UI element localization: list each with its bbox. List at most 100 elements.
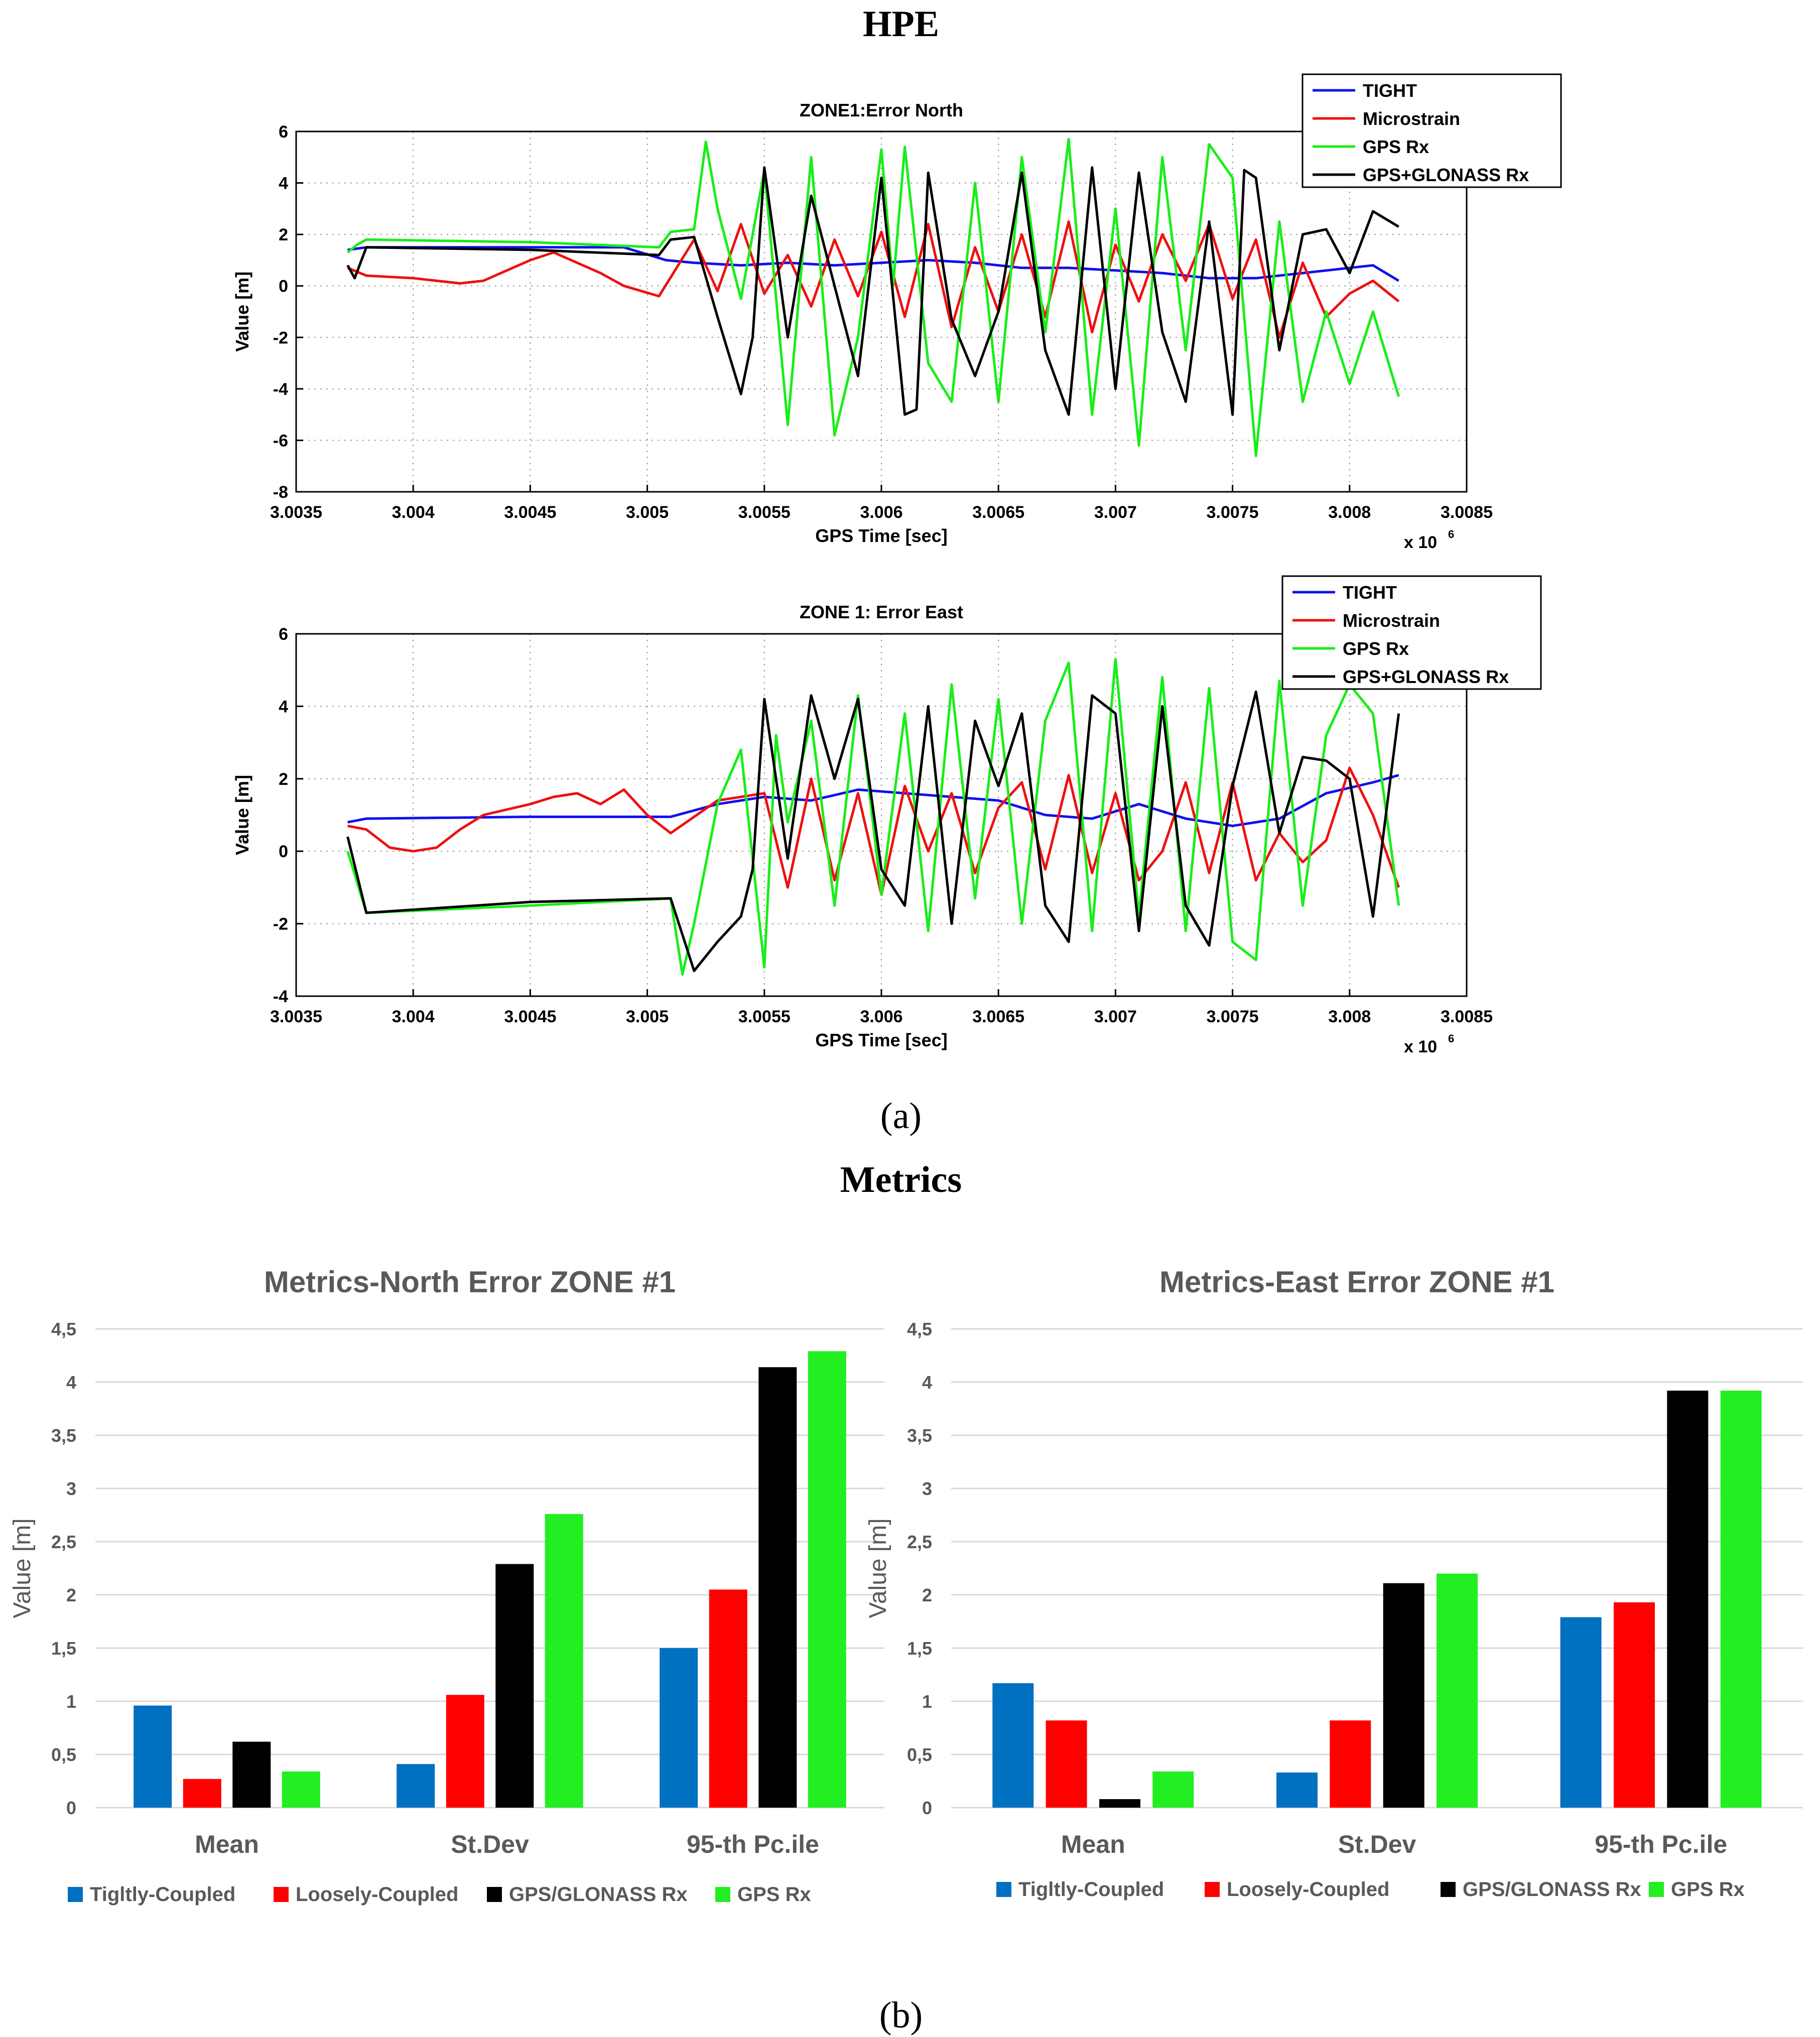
x-tick-label: 3.007 bbox=[1094, 503, 1137, 522]
y-tick-label: 4,5 bbox=[51, 1319, 76, 1339]
x-tick-label: 3.0075 bbox=[1207, 1007, 1259, 1026]
x-tick-label: 3.008 bbox=[1328, 503, 1371, 522]
section-a-title: HPE bbox=[863, 4, 939, 45]
bar-gps-glonass-rx bbox=[232, 1741, 271, 1808]
bar-gps-rx bbox=[1720, 1391, 1762, 1808]
legend-label: GPS+GLONASS Rx bbox=[1343, 666, 1509, 687]
bar-gps-glonass-rx bbox=[1667, 1391, 1709, 1808]
bar-loosely-coupled bbox=[1046, 1720, 1087, 1808]
x-tick-label: 3.004 bbox=[392, 1007, 435, 1026]
section-b-caption: (b) bbox=[879, 1995, 923, 2036]
y-tick-label: 0 bbox=[922, 1798, 932, 1818]
series-line-tight bbox=[347, 774, 1399, 828]
bar-loosely-coupled bbox=[1614, 1602, 1655, 1808]
bar-tigltly-coupled bbox=[1560, 1617, 1602, 1808]
category-label: Mean bbox=[1061, 1830, 1125, 1858]
x-tick-label: 3.0045 bbox=[504, 503, 556, 522]
legend-label: TIGHT bbox=[1343, 582, 1397, 603]
x-multiplier-exponent: 6 bbox=[1448, 1032, 1454, 1045]
legend-label: Tigltly-Coupled bbox=[1018, 1878, 1164, 1900]
y-tick-label: 1,5 bbox=[51, 1638, 76, 1659]
x-tick-label: 3.0045 bbox=[504, 1007, 556, 1026]
x-tick-label: 3.0075 bbox=[1207, 503, 1259, 522]
y-tick-label: 0 bbox=[279, 277, 288, 296]
y-tick-label: -4 bbox=[273, 380, 288, 399]
bar-loosely-coupled bbox=[1330, 1720, 1371, 1808]
y-tick-label: -4 bbox=[273, 987, 288, 1006]
x-multiplier-exponent: 6 bbox=[1448, 528, 1454, 540]
bar-gps-rx bbox=[282, 1771, 320, 1808]
y-axis-label: Value [m] bbox=[232, 271, 252, 352]
legend-label: Microstrain bbox=[1363, 108, 1460, 129]
y-tick-label: -2 bbox=[273, 915, 288, 934]
x-tick-label: 3.0055 bbox=[738, 1007, 791, 1026]
bar-gps-rx bbox=[545, 1514, 583, 1808]
y-tick-label: 0 bbox=[66, 1798, 76, 1818]
legend-label: GPS/GLONASS Rx bbox=[1463, 1878, 1641, 1900]
bar-gps-glonass-rx bbox=[1383, 1583, 1424, 1808]
series-line-gps-rx bbox=[347, 138, 1400, 457]
legend-swatch bbox=[1205, 1882, 1220, 1897]
y-tick-label: 3 bbox=[922, 1478, 932, 1499]
y-tick-label: -6 bbox=[273, 431, 288, 450]
y-tick-label: 4 bbox=[279, 697, 288, 716]
legend-swatch bbox=[274, 1887, 289, 1902]
x-tick-label: 3.008 bbox=[1328, 1007, 1371, 1026]
y-axis-label: Value [m] bbox=[9, 1518, 36, 1618]
y-axis-label: Value [m] bbox=[232, 775, 252, 855]
category-label: 95-th Pc.ile bbox=[687, 1830, 819, 1858]
legend-label: GPS Rx bbox=[1363, 137, 1429, 157]
bar-gps-glonass-rx bbox=[495, 1564, 534, 1808]
y-tick-label: 0,5 bbox=[907, 1744, 932, 1765]
legend-label: Tigltly-Coupled bbox=[90, 1883, 235, 1906]
legend-swatch bbox=[1441, 1882, 1456, 1897]
bar-tigltly-coupled bbox=[1276, 1773, 1318, 1808]
x-tick-label: 3.0085 bbox=[1441, 1007, 1493, 1026]
y-tick-label: 1,5 bbox=[907, 1638, 932, 1659]
legend-swatch bbox=[1649, 1882, 1664, 1897]
y-tick-label: 3 bbox=[66, 1478, 76, 1499]
bar-tigltly-coupled bbox=[660, 1648, 698, 1808]
x-tick-label: 3.007 bbox=[1094, 1007, 1137, 1026]
section-a-caption: (a) bbox=[880, 1096, 922, 1137]
category-label: 95-th Pc.ile bbox=[1595, 1830, 1727, 1858]
y-tick-label: 2,5 bbox=[907, 1532, 932, 1552]
y-tick-label: 0 bbox=[279, 842, 288, 861]
east-error-line-chart: 3.0035 3.004 3.0045 3.005 3.0055 3.006 3.0065 3… bbox=[232, 575, 1542, 1056]
x-tick-label: 3.0065 bbox=[972, 503, 1024, 522]
y-tick-label: 3,5 bbox=[51, 1425, 76, 1446]
bar-tigltly-coupled bbox=[992, 1683, 1034, 1808]
chart-title: Metrics-East Error ZONE #1 bbox=[1159, 1265, 1554, 1299]
plot-frame bbox=[295, 130, 1468, 493]
series-line-gps-glonass-rx bbox=[346, 691, 1400, 972]
y-tick-label: 4 bbox=[66, 1372, 76, 1393]
plot-frame bbox=[295, 633, 1468, 997]
legend-swatch bbox=[487, 1887, 502, 1902]
y-tick-label: -8 bbox=[273, 483, 288, 502]
x-tick-label: 3.006 bbox=[860, 503, 902, 522]
legend-label: GPS Rx bbox=[737, 1883, 811, 1906]
bar-gps-glonass-rx bbox=[758, 1367, 797, 1808]
x-tick-label: 3.0035 bbox=[270, 1007, 322, 1026]
x-tick-label: 3.0085 bbox=[1441, 503, 1493, 522]
series-line-gps-rx bbox=[346, 658, 1400, 976]
bar-gps-rx bbox=[1437, 1573, 1478, 1808]
y-tick-label: 2 bbox=[922, 1585, 932, 1605]
north-error-line-chart: 3.0035 3.004 3.0045 3.005 3.0055 3.006 3.0065 3… bbox=[232, 73, 1562, 552]
legend-swatch bbox=[68, 1887, 83, 1902]
y-axis-label: Value [m] bbox=[865, 1518, 891, 1618]
chart-title: ZONE1:Error North bbox=[800, 100, 963, 120]
legend-label: GPS Rx bbox=[1671, 1878, 1745, 1900]
category-label: Mean bbox=[195, 1830, 259, 1858]
north-metrics-bar-chart: Metrics-North Error ZONE #1 0 0,5 1 1,5 2 2,5 3… bbox=[9, 1265, 884, 1906]
y-tick-label: 4,5 bbox=[907, 1319, 932, 1339]
legend-label: Microstrain bbox=[1343, 610, 1440, 631]
x-tick-label: 3.0055 bbox=[738, 503, 791, 522]
bar-tigltly-coupled bbox=[134, 1705, 172, 1808]
y-tick-label: 4 bbox=[279, 174, 288, 193]
legend-label: TIGHT bbox=[1363, 80, 1417, 101]
x-axis-label: GPS Time [sec] bbox=[815, 1030, 947, 1050]
x-multiplier-label: x 10 bbox=[1404, 1037, 1437, 1056]
x-tick-label: 3.0035 bbox=[270, 503, 322, 522]
